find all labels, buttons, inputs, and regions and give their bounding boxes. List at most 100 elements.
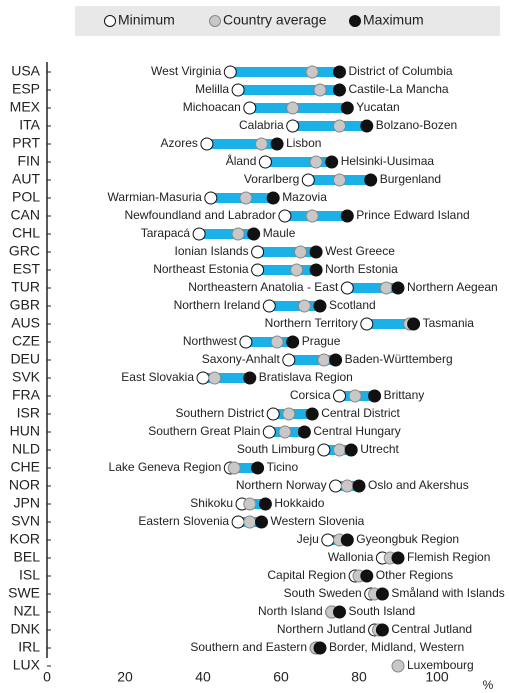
max-region-label: Hokkaido: [274, 496, 324, 510]
range-bar: [203, 373, 250, 383]
min-region-label: Northeastern Anatolia - East: [188, 280, 339, 294]
dot: [325, 155, 339, 169]
dot: [317, 353, 331, 367]
min-region-label: South Sweden: [284, 586, 362, 600]
min-region-label: Corsica: [290, 388, 331, 402]
max-region-label: Brittany: [384, 388, 425, 402]
min-region-label: Northern Jutland: [277, 622, 366, 636]
range-bar: [265, 157, 332, 167]
y-tick-label: KOR: [10, 531, 40, 547]
max-region-label: Oslo and Akershus: [368, 478, 469, 492]
dot: [340, 101, 354, 115]
dot: [286, 119, 300, 133]
min-region-label: Tarapacá: [141, 226, 191, 240]
min-region-label: Wallonia: [328, 550, 374, 564]
dot: [379, 281, 393, 295]
dot: [266, 407, 280, 421]
dot: [352, 479, 366, 493]
y-tick-label: FRA: [12, 387, 41, 403]
y-tick-label: NZL: [14, 603, 41, 619]
min-region-label: Capital Region: [267, 568, 346, 582]
dot: [231, 83, 245, 97]
dot: [391, 281, 405, 295]
dot: [391, 551, 405, 565]
min-region-label: Northern Norway: [236, 478, 327, 492]
max-region-label: North Estonia: [325, 262, 398, 276]
dot: [309, 155, 323, 169]
range-bar: [366, 319, 414, 329]
dot: [333, 173, 346, 187]
y-tick-label: ITA: [19, 117, 40, 133]
dot: [239, 191, 253, 205]
dot: [305, 65, 319, 79]
max-region-label: Baden-Württemberg: [345, 352, 453, 366]
dot: [309, 245, 323, 259]
dot: [278, 425, 292, 439]
x-axis-label: %: [483, 678, 494, 692]
max-region-label: Bratislava Region: [259, 370, 353, 384]
max-region-label: Luxembourg: [407, 658, 474, 672]
min-region-label: Newfoundland and Labrador: [124, 208, 275, 222]
y-tick-label: DEU: [10, 351, 40, 367]
max-region-label: Gyeongbuk Region: [356, 532, 459, 546]
dot: [340, 533, 354, 547]
y-tick-label: CHL: [12, 225, 40, 241]
dot: [200, 137, 214, 151]
y-tick-label: AUS: [11, 315, 40, 331]
range-bar: [257, 247, 317, 257]
min-region-label: Calabria: [239, 118, 284, 132]
dot: [360, 119, 374, 133]
max-region-label: Central Hungary: [313, 424, 400, 438]
dot: [297, 425, 311, 439]
max-region-label: Other Regions: [376, 568, 453, 582]
dot: [375, 623, 389, 637]
y-tick-label: TUR: [11, 279, 40, 295]
dot: [286, 101, 300, 115]
max-region-label: Maule: [263, 226, 296, 240]
range-bar: [257, 265, 317, 275]
dot: [231, 515, 245, 529]
y-tick-label: POL: [12, 189, 40, 205]
dot: [251, 461, 265, 475]
y-tick-label: CHE: [10, 459, 40, 475]
dot: [375, 587, 389, 601]
min-region-label: Northwest: [183, 334, 238, 348]
max-region-label: Bolzano-Bozen: [376, 118, 457, 132]
max-region-label: Ticino: [267, 460, 299, 474]
y-tick-label: GRC: [9, 243, 40, 259]
y-tick-label: ISL: [19, 567, 40, 583]
legend-label: Country average: [223, 12, 327, 28]
dot: [340, 479, 354, 493]
max-region-label: Border, Midland, Western: [329, 640, 464, 654]
max-region-label: Flemish Region: [407, 550, 490, 564]
dot: [305, 209, 319, 223]
dot: [305, 407, 319, 421]
y-tick-label: NOR: [9, 477, 40, 493]
dot: [243, 101, 257, 115]
y-tick-label: MEX: [10, 99, 41, 115]
dot: [333, 119, 346, 133]
dot: [340, 209, 354, 223]
dot: [270, 137, 284, 151]
dot: [192, 227, 206, 241]
max-region-label: Småland with Islands: [391, 586, 504, 600]
min-region-label: Melilla: [195, 82, 229, 96]
dot: [297, 299, 311, 313]
min-region-label: North Island: [258, 604, 323, 618]
min-region-label: Warmian-Masuria: [108, 190, 203, 204]
min-region-label: South Limburg: [237, 442, 315, 456]
dot: [243, 497, 257, 511]
dot: [333, 443, 346, 457]
y-tick-label: EST: [13, 261, 41, 277]
y-tick-label: GBR: [10, 297, 40, 313]
dot: [278, 209, 292, 223]
y-tick-label: JPN: [14, 495, 40, 511]
range-bar: [206, 139, 278, 149]
min-region-label: Jeju: [297, 532, 319, 546]
max-region-label: South Island: [349, 604, 416, 618]
min-region-label: Vorarlberg: [244, 172, 299, 186]
min-region-label: Southern and Eastern: [190, 640, 307, 654]
dot: [294, 245, 307, 259]
y-tick-label: USA: [11, 63, 40, 79]
